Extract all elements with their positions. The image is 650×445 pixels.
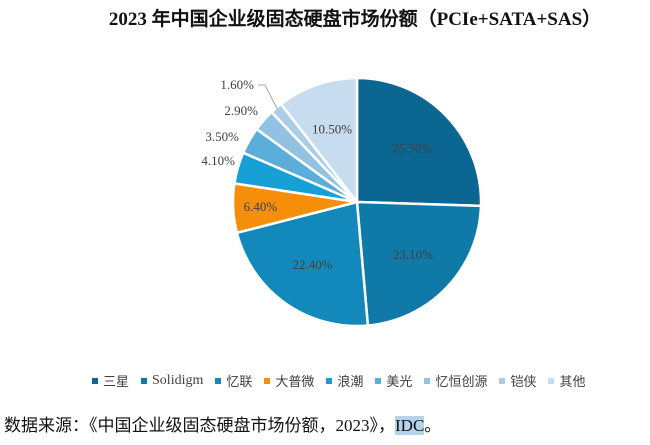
pie-slice-1 bbox=[355, 200, 483, 327]
legend-swatch bbox=[548, 377, 555, 384]
legend-item-solidigm: Solidigm bbox=[141, 373, 203, 389]
legend-item-micron: 美光 bbox=[375, 371, 412, 390]
slice-label: 6.40% bbox=[244, 199, 278, 214]
pie-slice-8 bbox=[279, 76, 359, 204]
legend-swatch bbox=[424, 377, 431, 384]
legend-item-dapuwei: 大普微 bbox=[264, 371, 314, 390]
legend-label: 三星 bbox=[103, 375, 130, 390]
legend-swatch bbox=[92, 377, 98, 384]
pie-slice-0 bbox=[355, 76, 483, 208]
slice-label: 25.50% bbox=[392, 141, 432, 156]
legend-item-yilian: 忆联 bbox=[215, 371, 252, 390]
legend-label: 铠侠 bbox=[510, 375, 537, 390]
legend-item-kioxia: 铠侠 bbox=[499, 371, 536, 390]
legend: 三星 Solidigm 忆联 大普微 浪潮 美光 忆恒创源 铠侠 其他 bbox=[92, 371, 597, 390]
legend-swatch bbox=[141, 377, 148, 384]
legend-label: 浪潮 bbox=[337, 375, 364, 390]
chart-title-text: 2023 年中国企业级固态硬盘市场份额（PCIe+SATA+SAS） bbox=[108, 9, 602, 30]
pie-slice-2 bbox=[235, 200, 370, 328]
legend-swatch bbox=[375, 377, 382, 384]
legend-label: Solidigm bbox=[152, 372, 204, 388]
slice-label: 4.10% bbox=[201, 153, 235, 168]
leader-line bbox=[258, 84, 278, 110]
slice-label: 10.50% bbox=[312, 121, 352, 136]
legend-label: 其他 bbox=[559, 375, 586, 390]
legend-swatch bbox=[499, 377, 506, 384]
legend-item-samsung: 三星 bbox=[92, 371, 129, 390]
legend-item-inspur: 浪潮 bbox=[326, 371, 363, 390]
legend-item-memblaze: 忆恒创源 bbox=[424, 371, 487, 390]
legend-label: 大普微 bbox=[275, 375, 315, 390]
data-source-note: 数据来源：《中国企业级固态硬盘市场份额，2023》，IDC。 bbox=[4, 411, 441, 436]
legend-swatch bbox=[215, 377, 222, 384]
legend-label: 忆联 bbox=[226, 375, 253, 390]
source-suffix: 。 bbox=[424, 416, 442, 435]
source-highlight-idc: IDC bbox=[395, 416, 425, 435]
slice-label: 23.10% bbox=[393, 247, 433, 262]
chart-title: 2023 年中国企业级固态硬盘市场份额（PCIe+SATA+SAS） bbox=[0, 4, 650, 31]
legend-label: 忆恒创源 bbox=[435, 375, 488, 390]
slice-label: 3.50% bbox=[205, 129, 239, 144]
slice-label: 1.60% bbox=[220, 77, 254, 92]
slice-label: 2.90% bbox=[224, 103, 258, 118]
pie-chart: 25.50% 23.10% 22.40% 6.40% 4.10% 3.50% 2.90% 1.… bbox=[201, 76, 483, 328]
legend-swatch bbox=[264, 377, 271, 384]
legend-item-others: 其他 bbox=[548, 371, 585, 390]
legend-swatch bbox=[326, 377, 333, 384]
slice-label: 22.40% bbox=[293, 257, 333, 272]
legend-label: 美光 bbox=[386, 375, 413, 390]
pie-labels: 25.50% 23.10% 22.40% 6.40% 4.10% 3.50% 2.90% 1.… bbox=[201, 77, 433, 272]
pie-slices bbox=[231, 76, 483, 328]
source-prefix: 数据来源：《中国企业级固态硬盘市场份额，2023》， bbox=[4, 416, 395, 435]
